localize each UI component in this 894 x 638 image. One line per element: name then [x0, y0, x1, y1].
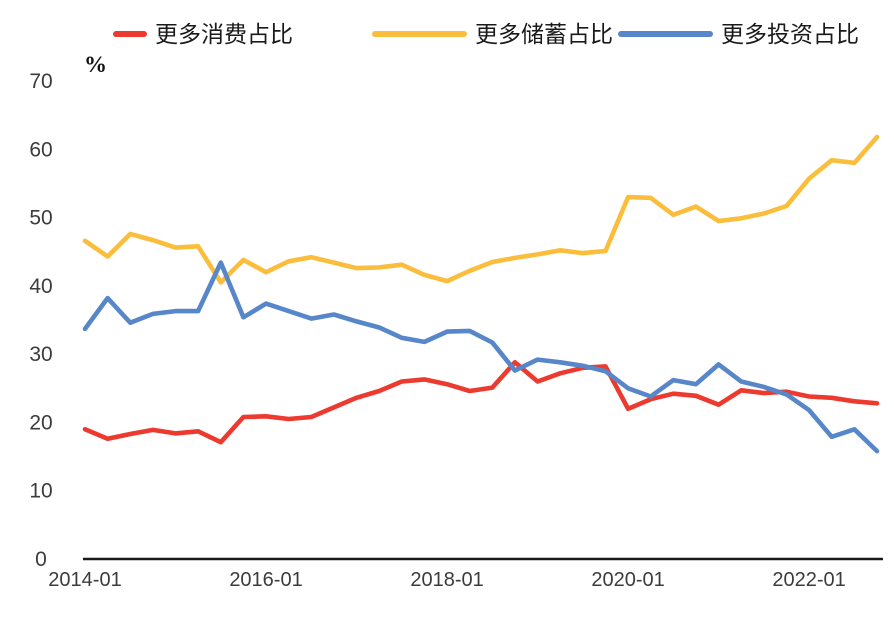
legend-label-invest: 更多投资占比 [721, 21, 859, 47]
legend-item-invest: 更多投资占比 [618, 22, 859, 46]
legend-swatch-invest-line [618, 31, 713, 37]
y-axis-tick-label: 70 [29, 70, 52, 93]
x-axis-tick-label: 2014-01 [48, 569, 121, 591]
y-axis-tick-label: 30 [29, 343, 52, 366]
legend-label-consume: 更多消费占比 [155, 21, 293, 47]
y-axis-tick-label: 0 [35, 548, 47, 571]
x-axis-tick-label: 2018-01 [410, 569, 483, 591]
legend-item-save: 更多储蓄占比 [372, 22, 613, 46]
y-axis-unit-label: % [84, 52, 107, 77]
invest-line [82, 260, 880, 454]
consume-line [82, 359, 880, 445]
legend-swatch-consume-line [113, 31, 147, 37]
legend-item-consume: 更多消费占比 [113, 22, 293, 46]
save-line [82, 134, 880, 285]
y-axis-tick-label: 40 [29, 275, 52, 298]
y-axis-tick-label: 10 [29, 480, 52, 503]
x-axis-tick-label: 2020-01 [591, 569, 664, 591]
x-axis-tick-label: 2016-01 [229, 569, 302, 591]
y-axis-tick-label: 20 [29, 411, 52, 434]
y-axis-tick-label: 60 [29, 138, 52, 161]
legend-swatch-save-line [372, 31, 467, 37]
x-axis-tick-label: 2022-01 [772, 569, 845, 591]
legend-label-save: 更多储蓄占比 [475, 21, 613, 47]
y-axis-tick-label: 50 [29, 207, 52, 230]
